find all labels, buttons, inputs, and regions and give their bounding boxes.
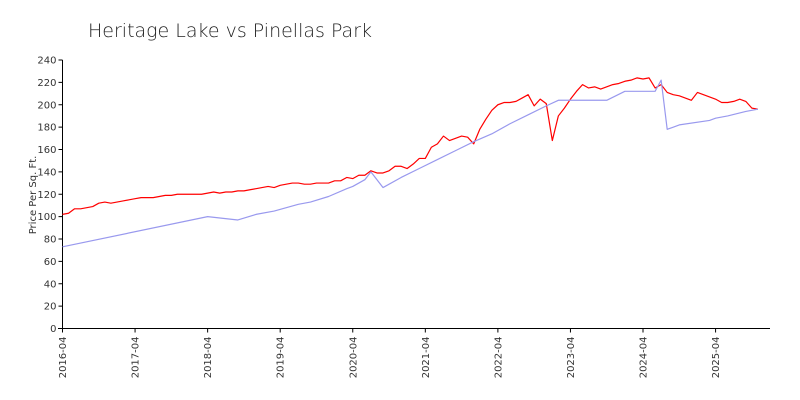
x-tick-label: 2020-04: [348, 337, 359, 379]
y-tick-label: 140: [37, 167, 56, 178]
x-tick-label: 2019-04: [276, 337, 287, 379]
y-tick-label: 40: [44, 279, 57, 290]
y-tick-label: 160: [37, 145, 56, 156]
chart-title: Heritage Lake vs Pinellas Park: [88, 20, 372, 42]
x-tick-label: 2024-04: [639, 337, 650, 379]
y-tick-label: 240: [37, 56, 56, 67]
y-tick-label: 20: [44, 302, 57, 313]
y-tick-label: 120: [37, 190, 56, 201]
x-tick-label: 2021-04: [421, 337, 432, 379]
series-line-1: [62, 77, 759, 215]
y-tick-label: 0: [50, 324, 56, 335]
x-tick-label: 2017-04: [131, 337, 142, 379]
y-tick-label: 180: [37, 123, 56, 134]
x-tick-label: 2018-04: [203, 337, 214, 379]
series-line-2: [62, 79, 759, 248]
y-tick-label: 100: [37, 212, 56, 223]
x-tick-label: 2022-04: [493, 337, 504, 379]
y-axis-ticks: 0 20 40 60 80 100 120 140 160 180 200 220 240: [37, 56, 63, 335]
x-tick-label: 2025-04: [711, 337, 722, 379]
x-tick-label: 2016-04: [58, 337, 69, 379]
y-axis-title: Price Per Sq. Ft.: [28, 156, 39, 235]
series-layer: [62, 77, 759, 248]
y-tick-label: 60: [44, 257, 57, 268]
x-tick-label: 2023-04: [566, 337, 577, 379]
y-tick-label: 200: [37, 100, 56, 111]
x-axis-ticks: 2016-04 2017-04 2018-04 2019-04 2020-04 2021-…: [58, 328, 722, 379]
y-tick-label: 80: [44, 235, 57, 246]
y-tick-label: 220: [37, 78, 56, 89]
